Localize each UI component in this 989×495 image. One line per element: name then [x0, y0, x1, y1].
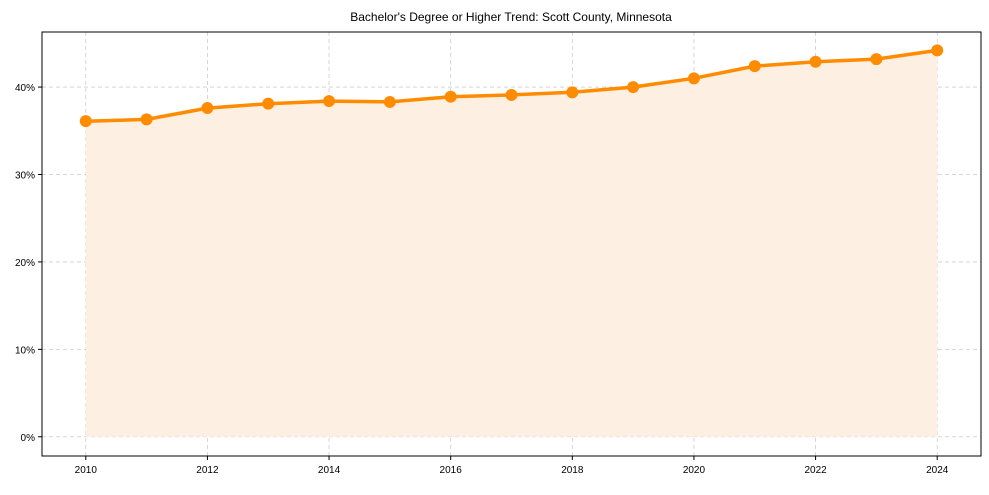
x-tick-label: 2012	[196, 465, 219, 476]
x-tick-label: 2014	[318, 465, 341, 476]
x-tick-label: 2024	[926, 465, 949, 476]
data-point	[566, 86, 579, 99]
data-point	[79, 115, 92, 128]
data-point	[383, 95, 396, 108]
y-tick-label: 20%	[15, 258, 35, 269]
y-tick-label: 0%	[21, 433, 36, 444]
plot-frame	[41, 31, 982, 457]
data-point	[931, 44, 944, 57]
data-point	[687, 72, 700, 85]
x-tick-label: 2010	[75, 465, 98, 476]
data-point	[444, 90, 457, 103]
x-axis: 2010 2012 2014 2016 2018 2020 2022 2024	[75, 456, 949, 476]
x-tick-label: 2020	[683, 465, 706, 476]
data-point	[870, 53, 883, 66]
chart-title: Bachelor's Degree or Higher Trend: Scott…	[350, 10, 672, 24]
area-fill	[85, 50, 938, 437]
data-points	[79, 44, 944, 128]
y-axis: 0% 10% 20% 30% 40%	[15, 83, 42, 444]
data-point	[140, 113, 153, 126]
data-point	[262, 97, 275, 110]
y-tick-label: 30%	[15, 170, 35, 181]
data-point	[505, 88, 518, 101]
x-tick-label: 2018	[561, 465, 584, 476]
y-tick-label: 10%	[15, 345, 35, 356]
data-point	[323, 95, 336, 108]
data-point	[809, 55, 822, 68]
data-point	[201, 102, 214, 115]
x-tick-label: 2016	[440, 465, 463, 476]
data-point	[748, 60, 761, 73]
data-point	[627, 81, 640, 94]
y-tick-label: 40%	[15, 83, 35, 94]
x-tick-label: 2022	[804, 465, 827, 476]
